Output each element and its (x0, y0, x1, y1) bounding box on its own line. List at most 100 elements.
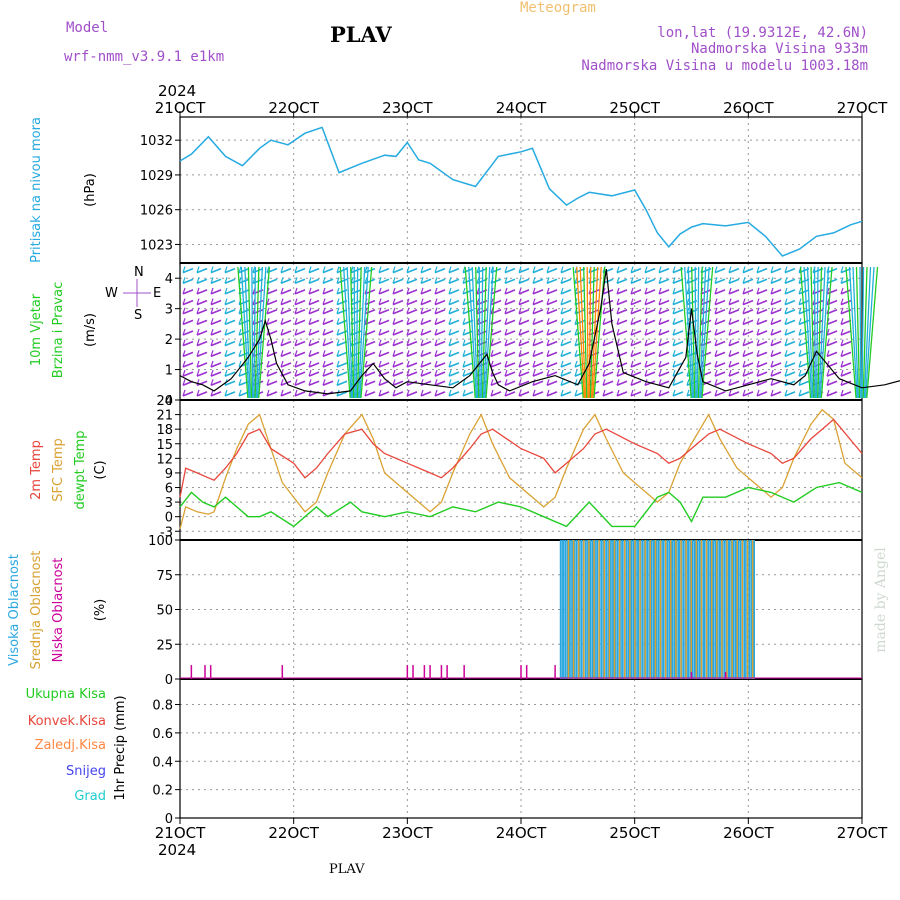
wind-barb-flag (728, 369, 732, 377)
wind-barb-flag (210, 360, 214, 368)
wind-barb-flag (364, 318, 368, 325)
wind-barb (490, 289, 502, 295)
wind-barb (266, 391, 278, 397)
wind-barb-flag (826, 360, 830, 368)
wind-barb (420, 340, 432, 347)
wind-barb-flag (406, 298, 410, 305)
wind-barb-flag (378, 339, 382, 346)
wind-barb (616, 391, 628, 397)
wind-barb-flag (630, 298, 634, 305)
x-tick-label-top: 24OCT (496, 99, 547, 117)
wind-barb (518, 362, 530, 368)
wind-barb (784, 330, 796, 336)
x-tick-label-bottom: 24OCT (496, 824, 547, 842)
wind-barb (196, 340, 208, 347)
wind-barb (210, 371, 222, 377)
wind-barb-flag (728, 350, 732, 357)
wind-barb-flag (294, 277, 298, 284)
wind-barb-convergence (360, 266, 373, 399)
wind-barb-flag (798, 360, 802, 368)
wind-barb (364, 351, 376, 358)
wind-barb-flag (294, 318, 298, 325)
wind-barb (504, 308, 516, 315)
wind-barb (630, 278, 642, 285)
y-tick-label: -3 (160, 525, 173, 540)
wind-barb-flag (434, 277, 438, 284)
wind-barb-flag (182, 266, 186, 273)
wind-barb-flag (196, 350, 200, 357)
wind-barb-flag (742, 350, 746, 357)
wind-barb-flag (756, 287, 760, 295)
wind-barb-flag (266, 350, 270, 357)
wind-barb (364, 308, 376, 315)
wind-barb (182, 289, 194, 295)
wind-barb-flag (616, 287, 620, 295)
wind-barb-flag (266, 266, 270, 273)
wind-barb-flag (658, 339, 662, 346)
wind-barb (322, 362, 334, 368)
wind-barb (602, 289, 614, 295)
wind-barb-flag (728, 360, 732, 368)
wind-barb-flag (756, 307, 760, 314)
wind-barb-flag (462, 369, 466, 377)
wind-barb-flag (210, 287, 214, 295)
wind-barb-flag (448, 277, 452, 284)
wind-barb (182, 319, 194, 326)
wind-barb (630, 267, 642, 274)
wind-barb (630, 391, 642, 397)
app-title: Meteogram (520, 0, 596, 16)
wind-barb (560, 267, 572, 274)
wind-barb-convergence (464, 266, 476, 399)
wind-barb-flag (266, 360, 270, 368)
wind-barb-convergence (346, 266, 354, 399)
x-tick-label-bottom: 21OCT (155, 824, 206, 842)
x-tick-label-bottom: 27OCT (837, 824, 888, 842)
wind-barb (266, 319, 278, 326)
wind-barbs (182, 266, 879, 399)
wind-barb-convergence (355, 266, 359, 399)
wind-barb-flag (448, 339, 452, 346)
wind-barb (294, 391, 306, 397)
wind-barb-flag (322, 266, 326, 273)
wind-barb (672, 299, 684, 306)
wind-barb-flag (658, 328, 662, 336)
y-tick-label: 0.4 (152, 755, 173, 770)
wind-barb-flag (532, 350, 536, 357)
wind-barb-convergence (339, 266, 351, 399)
wind-barb (336, 351, 348, 358)
wind-barb-flag (532, 328, 536, 336)
wind-barb (826, 289, 838, 295)
wind-barb (728, 391, 740, 397)
wind-barb (532, 289, 544, 295)
wind-barb (658, 362, 670, 368)
wind-barb-flag (448, 328, 452, 336)
wind-barb-flag (392, 328, 396, 336)
wind-barb (406, 267, 418, 274)
wind-barb (700, 289, 712, 295)
wind-barb-flag (742, 266, 746, 273)
lonlat-label: lon,lat (19.9312E, 42.6N) (657, 25, 868, 41)
wind-barb (350, 299, 362, 306)
wind-barb (546, 319, 558, 326)
wind-barb (224, 362, 236, 368)
wind-barb-flag (770, 360, 774, 368)
y-tick-label: 50 (156, 604, 173, 619)
wind-barb-flag (770, 350, 774, 357)
wind-barb (420, 319, 432, 326)
series-line-sfc-temp (179, 408, 863, 529)
wind-barb-flag (336, 307, 340, 314)
wind-barb-flag (728, 328, 732, 336)
wind-barb-flag (434, 379, 438, 386)
wind-barb-flag (392, 266, 396, 273)
wind-barb (448, 278, 460, 285)
wind-barb-flag (434, 369, 438, 377)
wind-barb (546, 340, 558, 347)
wind-barb-flag (826, 389, 830, 397)
wind-barb (504, 371, 516, 377)
wind-barb (672, 380, 684, 386)
wind-barb-flag (770, 277, 774, 284)
wind-barb-flag (630, 287, 634, 295)
wind-barb (434, 299, 446, 306)
wind-barb (434, 371, 446, 377)
wind-barb (434, 330, 446, 336)
